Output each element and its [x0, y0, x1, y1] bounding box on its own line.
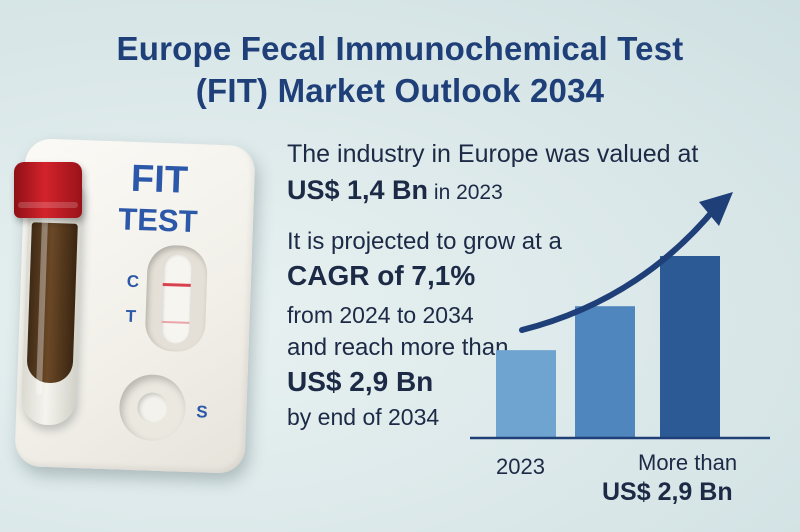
marker-t: T	[125, 306, 137, 327]
marker-c: C	[126, 271, 140, 292]
test-strip	[160, 252, 192, 344]
by-end-text: by end of 2034	[287, 404, 440, 430]
cagr-value: CAGR of 7,1%	[287, 260, 476, 291]
sample-well-inner	[136, 392, 168, 424]
valued-text: The industry in Europe was valued at	[287, 140, 699, 168]
bar-1	[575, 306, 635, 438]
reach-text: and reach more than	[287, 334, 509, 361]
tube-cap	[14, 162, 82, 218]
sample-tube	[20, 184, 84, 426]
title-line-2: (FIT) Market Outlook 2034	[195, 72, 605, 109]
sample-well	[118, 373, 187, 442]
value-2023: US$ 1,4 Bn	[287, 175, 429, 205]
growth-arrow-head	[699, 192, 733, 226]
period-text: from 2024 to 2034	[287, 302, 474, 328]
value-2023-suffix: in 2023	[428, 181, 503, 204]
value-2023-line: US$ 1,4 Bn in 2023	[287, 175, 503, 206]
bar-2	[660, 256, 720, 438]
tube-sample-fill	[26, 222, 78, 384]
title-line-1: Europe Fecal Immunochemical Test	[116, 30, 684, 67]
x-label-more-than: More than	[638, 450, 738, 475]
value-2034: US$ 2,9 Bn	[287, 366, 434, 397]
growth-text: It is projected to grow at a	[287, 228, 562, 255]
bar-0	[496, 350, 556, 438]
marker-s: S	[196, 402, 209, 422]
growth-bar-chart	[470, 192, 770, 440]
page-title: Europe Fecal Immunochemical Test (FIT) M…	[0, 28, 800, 112]
growth-arrow	[519, 203, 720, 333]
x-label-2023: 2023	[496, 454, 545, 479]
x-label-value-2034: US$ 2,9 Bn	[602, 478, 733, 506]
